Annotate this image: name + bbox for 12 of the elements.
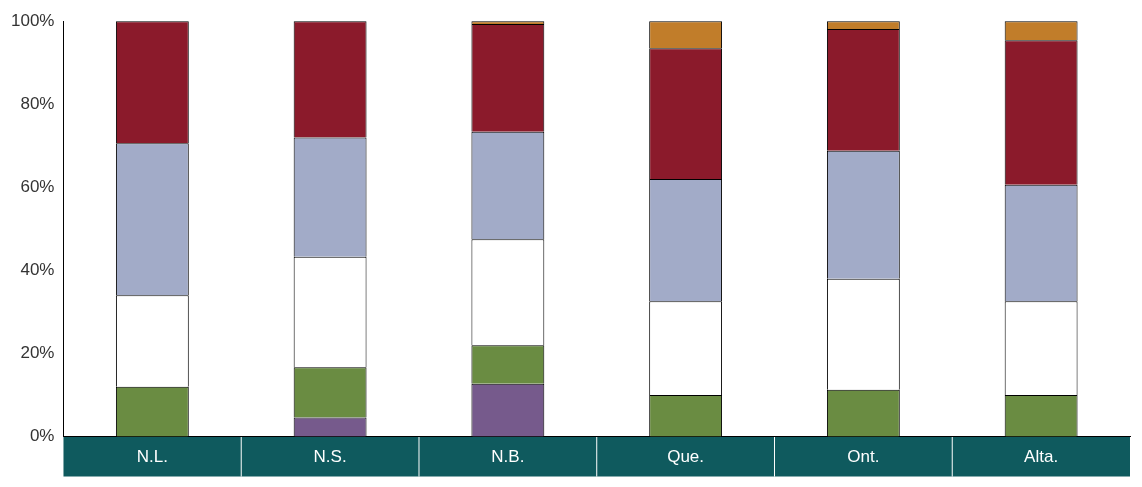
x-tick-label: Ont.	[847, 447, 880, 467]
x-tick-label: N.B.	[491, 447, 525, 467]
y-tick-label: 80%	[20, 93, 55, 113]
x-tick-label: N.L.	[136, 447, 168, 467]
x-tick-label: Alta.	[1024, 447, 1059, 467]
x-tick-label: N.S.	[313, 447, 347, 467]
y-tick-label: 20%	[20, 343, 55, 363]
y-tick-label: 40%	[20, 260, 55, 280]
y-tick-label: 0%	[29, 426, 55, 446]
y-tick-label: 100%	[11, 10, 55, 30]
x-tick-label: Que.	[667, 447, 705, 467]
y-tick-label: 60%	[20, 177, 55, 197]
